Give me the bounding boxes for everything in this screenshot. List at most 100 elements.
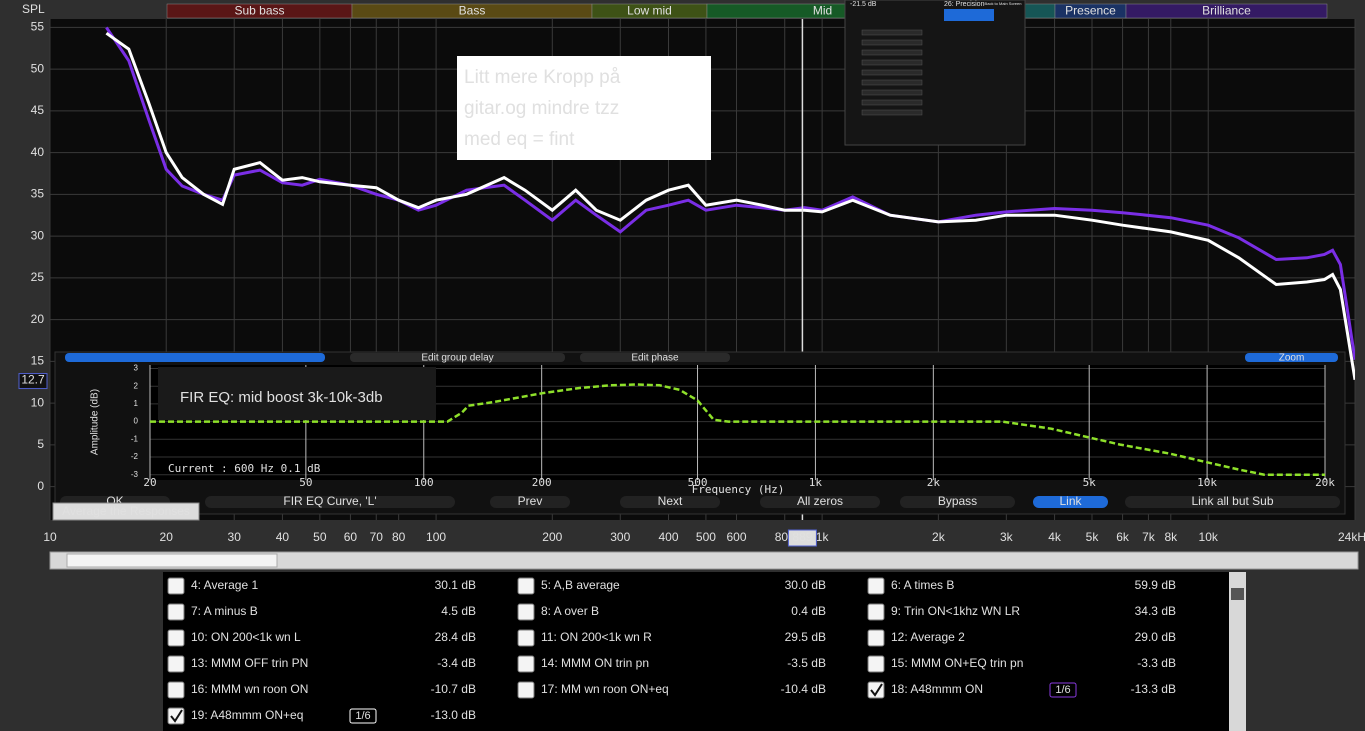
y-tick-label: 10	[31, 395, 45, 409]
eq-button[interactable]	[205, 496, 455, 508]
band-label: Bass	[459, 4, 486, 18]
measurement-value: 28.4 dB	[435, 630, 476, 644]
checkbox[interactable]	[167, 603, 185, 621]
mini-row	[861, 69, 923, 76]
y-tick-label: -3	[131, 470, 139, 479]
checkbox[interactable]	[867, 655, 885, 673]
measurement-name[interactable]: 15: MMM ON+EQ trin pn	[891, 656, 1023, 670]
measurement-value: -10.4 dB	[781, 682, 826, 696]
band-label: Brilliance	[1202, 4, 1251, 18]
x-tick-label: 40	[276, 530, 290, 544]
checkbox[interactable]	[167, 681, 185, 699]
y-tick-label: 0	[37, 479, 44, 493]
checkbox[interactable]	[517, 577, 535, 595]
measurement-name[interactable]: 4: Average 1	[191, 578, 258, 592]
eq-button-label: Link all but Sub	[1191, 494, 1273, 508]
mini-row	[861, 59, 923, 66]
x-tick-label: 100	[414, 476, 434, 489]
measurement-value: -3.5 dB	[787, 656, 826, 670]
measurement-name[interactable]: 9: Trin ON<1khz WN LR	[891, 604, 1020, 618]
response-curve	[105, 31, 1355, 380]
measurement-name[interactable]: 14: MMM ON trin pn	[541, 656, 649, 670]
eq-tab[interactable]	[1245, 353, 1338, 362]
measurement-name[interactable]: 19: A48mmm ON+eq	[191, 708, 303, 722]
response-curve	[150, 383, 1325, 476]
annotation-text: med eq = fint	[464, 129, 575, 150]
h-scrollbar	[49, 551, 1359, 570]
checkbox[interactable]	[867, 577, 885, 595]
measurement-name[interactable]: 17: MM wn roon ON+eq	[541, 682, 669, 696]
average-button[interactable]	[52, 502, 200, 521]
x-tick-label: 5k	[1083, 476, 1097, 489]
checkbox[interactable]	[867, 629, 885, 647]
mini-row	[861, 79, 923, 86]
average-button-label: Average the Responses	[62, 504, 190, 518]
measurement-value: 0.4 dB	[791, 604, 826, 618]
band-segment	[1125, 3, 1328, 19]
eq-tab[interactable]	[65, 353, 325, 362]
measurement-name[interactable]: 13: MMM OFF trin PN	[191, 656, 308, 670]
y-tick-label: 15	[31, 354, 45, 368]
y-tick-label: 2	[134, 381, 139, 390]
checkbox[interactable]	[517, 655, 535, 673]
eq-title: FIR EQ: mid boost 3k-10k-3db	[180, 389, 383, 406]
measurement-value: 29.0 dB	[1135, 630, 1176, 644]
measurement-name[interactable]: 8: A over B	[541, 604, 599, 618]
y-tick-label: 25	[31, 270, 45, 284]
checkbox[interactable]	[517, 629, 535, 647]
cursor-y-label: 12.7	[21, 373, 45, 387]
checkbox[interactable]	[867, 603, 885, 621]
mini-tab	[944, 9, 994, 21]
eq-button[interactable]	[490, 496, 570, 508]
response-curve	[105, 26, 1355, 360]
measurement-name[interactable]: 16: MMM wn roon ON	[191, 682, 308, 696]
checkbox[interactable]	[167, 577, 185, 595]
x-tick-label: 20	[160, 530, 174, 544]
measurement-value: -13.3 dB	[1131, 682, 1176, 696]
h-scroll-thumb[interactable]	[66, 553, 278, 568]
checkbox[interactable]	[167, 655, 185, 673]
x-tick-label: 400	[658, 530, 678, 544]
cursor-y-box	[18, 373, 48, 390]
mini-row	[861, 89, 923, 96]
x-tick-label: 30	[228, 530, 242, 544]
eq-tab[interactable]	[350, 353, 565, 362]
smoothing-box[interactable]	[349, 708, 377, 724]
eq-button[interactable]	[1125, 496, 1340, 508]
measurement-name[interactable]: 12: Average 2	[891, 630, 965, 644]
eq-y-axis-label: Amplitude (dB)	[90, 389, 101, 455]
cursor-x-label: 889	[792, 530, 812, 544]
eq-button[interactable]	[620, 496, 720, 508]
y-tick-label: 50	[31, 61, 45, 75]
measurement-name[interactable]: 11: ON 200<1k wn R	[541, 630, 652, 644]
measurement-name[interactable]: 6: A times B	[891, 578, 954, 592]
eq-button[interactable]	[760, 496, 880, 508]
y-tick-label: 1	[134, 399, 139, 408]
eq-button-label: All zeros	[797, 494, 843, 508]
measurement-name[interactable]: 10: ON 200<1k wn L	[191, 630, 301, 644]
check-mark	[170, 709, 183, 723]
eq-button[interactable]	[900, 496, 1015, 508]
checkbox[interactable]	[517, 681, 535, 699]
annotation-text: Litt mere Kropp på	[464, 67, 621, 88]
eq-button-label: Next	[658, 494, 683, 508]
checkbox[interactable]	[517, 603, 535, 621]
eq-button-label: Bypass	[938, 494, 977, 508]
measurement-name[interactable]: 7: A minus B	[191, 604, 258, 618]
x-tick-label: 10	[43, 530, 57, 544]
measurement-value: 34.3 dB	[1135, 604, 1176, 618]
x-tick-label: 80	[392, 530, 406, 544]
checkbox[interactable]	[167, 629, 185, 647]
x-tick-label: 7k	[1142, 530, 1156, 544]
v-scroll-thumb[interactable]	[1231, 588, 1244, 600]
smoothing-label: 1/6	[355, 710, 370, 722]
annotation-text: gitar.og mindre tzz	[464, 98, 619, 119]
annotation-box	[457, 56, 711, 160]
smoothing-box[interactable]	[1049, 682, 1077, 698]
measurement-name[interactable]: 5: A,B average	[541, 578, 620, 592]
x-tick-label: 5k	[1086, 530, 1100, 544]
x-tick-label: 100	[426, 530, 446, 544]
eq-button[interactable]	[1033, 496, 1108, 508]
eq-tab[interactable]	[580, 353, 730, 362]
measurement-name[interactable]: 18: A48mmm ON	[891, 682, 983, 696]
